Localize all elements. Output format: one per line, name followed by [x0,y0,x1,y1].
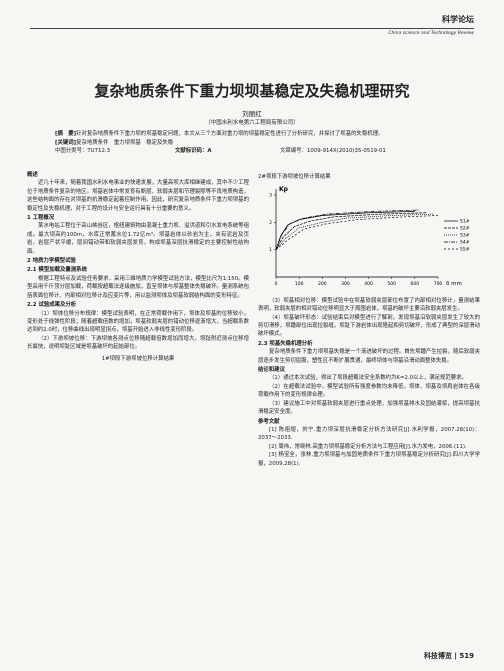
clc: 中图分类号：TU712.3 [55,148,111,154]
x-tick-label: 700 [434,281,443,287]
x-tick-label: 400 [364,281,373,287]
paragraph: （1）坝体位移分布规律：模型试验表明，在正常荷载作用下，坝体及坝基的位移较小，变… [27,310,249,334]
heading: 2.3 坝基失稳机理分析 [258,340,313,347]
paragraph: [2] 周伟，常晓林.高重力坝坝基稳定分析方法与工程应用[J].水力发电，200… [269,443,467,450]
heading: 结论和建议 [258,367,285,374]
right-column: 2#坝段下游坝坡位移计算结果 Kp δ mm 0 100 200 300 400 500 600… [258,170,480,640]
author: 刘丽红 [242,110,262,118]
caption: 1#坝段下游坝坡位移计算结果 [101,355,175,362]
paragraph: （4）坝基破坏形态：试验结束后对模型进行了解剖，发现坝基沿软弱夹层发生了较大的剪… [258,314,480,338]
heading: 2.1 模型加载及量测系统 [27,267,87,274]
x-tick-label: 300 [341,281,350,287]
legend-label: S4# [460,240,470,246]
abstract: [摘 要]针对复杂地质条件下重力坝的坝基稳定问题，本文从三个方面对重力坝的坝基稳… [55,130,455,138]
x-tick-label: 500 [387,281,396,287]
y-tick-label: 1 [269,248,272,254]
paragraph: 某水电站工程位于高山峡谷区，枢纽建筑物由混凝土重力坝、溢洪道和引水发电系统等组成… [27,223,249,255]
paragraph: 根据工程特点及试验任务要求，采用三维地质力学模型试验方法，模型比尺为1:150。… [27,275,249,299]
y-tick-label: 3 [269,193,272,199]
x-tick-label: 100 [295,281,304,287]
paragraph: （3）坝基相对位移：模型试验中在坝基软弱夹层部位布置了内部相对位移计，量测结果表… [258,297,480,313]
paragraph: （2）下游坝坡位移：下游坝坡各测点位移随超载倍数增加而增大，坝趾附近测点位移增长… [27,335,249,351]
paragraph: （1）通过本次试验，得出了坝段超载法安全系数约为K=2.0以上，满足规范要求。 [269,375,467,382]
footer-journal: 科技博览 [423,652,452,660]
journal-name: China science and Technology Review [388,31,474,36]
y-axis-label: Kp [279,186,289,193]
paragraph: [3] 杨宝全，张林.重力坝坝基与加固地质条件下重力坝坝基稳定分析研究[J].四… [258,452,480,467]
affiliation: （中国水利水电第六工程局有限公司） [205,120,299,126]
legend-label: S5# [460,247,470,253]
doc-code: 文献标识码：A [175,148,212,154]
x-tick-label: 200 [318,281,327,287]
heading: 1 工程概况 [27,215,55,222]
keywords-text: 复杂地质条件 重力坝坝基 稳定及失稳 [76,140,174,146]
x-tick-label: 0 [275,281,278,287]
left-column: 概述近几十年来，随着我国水利水电事业的快速发展，大量高坝大库相继建成，其中不少工… [27,170,249,640]
series-line [275,215,439,251]
legend-label: S1# [460,219,470,225]
legend-label: S3# [460,233,470,239]
keywords: [关键词]复杂地质条件 重力坝坝基 稳定及失稳 [55,138,455,146]
x-tick-label: 600 [411,281,420,287]
page-number: 519 [459,652,474,660]
paragraph: （3）建议施工中对坝基软弱夹层进行重点处理，加强坝基排水及固结灌浆，提高坝基抗滑… [258,400,480,416]
heading: 概述 [27,172,38,178]
abstract-label: [摘 要] [55,131,77,137]
series-line [275,210,420,251]
article-no: 文章编号：1009-914X(2010)35-0519-01 [280,148,386,154]
series-line [275,214,434,251]
paragraph: （2）在超载法试验中，模型试验所有强度参数均未降低，坝体、坝基及坝肩岩体在各级荷… [258,383,480,399]
figure-caption: 2#坝段下游坝坡位移计算结果 [258,174,331,180]
abstract-text: 针对复杂地质条件下重力坝的坝基稳定问题，本文从三个方面对重力坝的坝基稳定性进行了… [76,131,384,137]
footer: 科技博览 | 519 [423,652,474,660]
series-line [275,212,427,251]
heading: 2 地质力学模型试验 [27,258,76,265]
section-name: 科学论坛 [442,15,474,24]
heading: 参考文献 [258,418,280,425]
x-axis-label: δ mm [446,281,462,287]
paragraph: [1] 陈祖煜，刘宁.重力坝深层抗滑稳定分析方法研究[J].水利学报，2007.… [258,426,480,442]
header-rule [30,28,474,29]
paragraph: 复杂地质条件下重力坝坝基失稳是一个渐进破坏的过程。首先坝踵产生拉裂，随后软弱夹层… [258,349,480,364]
heading: 2.2 试验成果及分析 [27,302,77,309]
series-line [275,211,415,251]
title: 复杂地质条件下重力坝坝基稳定及失稳机理研究 [94,82,410,100]
paragraph: 近几十年来，随着我国水利水电事业的快速发展，大量高坝大库相继建成，其中不少工程位… [27,180,249,212]
keywords-label: [关键词] [55,140,77,146]
y-tick-label: 2 [269,220,272,226]
legend-label: S2# [460,226,470,232]
figure: Kp δ mm 0 100 200 300 400 500 600 700 1 2 3 S1#S2#S3#… [269,186,470,287]
